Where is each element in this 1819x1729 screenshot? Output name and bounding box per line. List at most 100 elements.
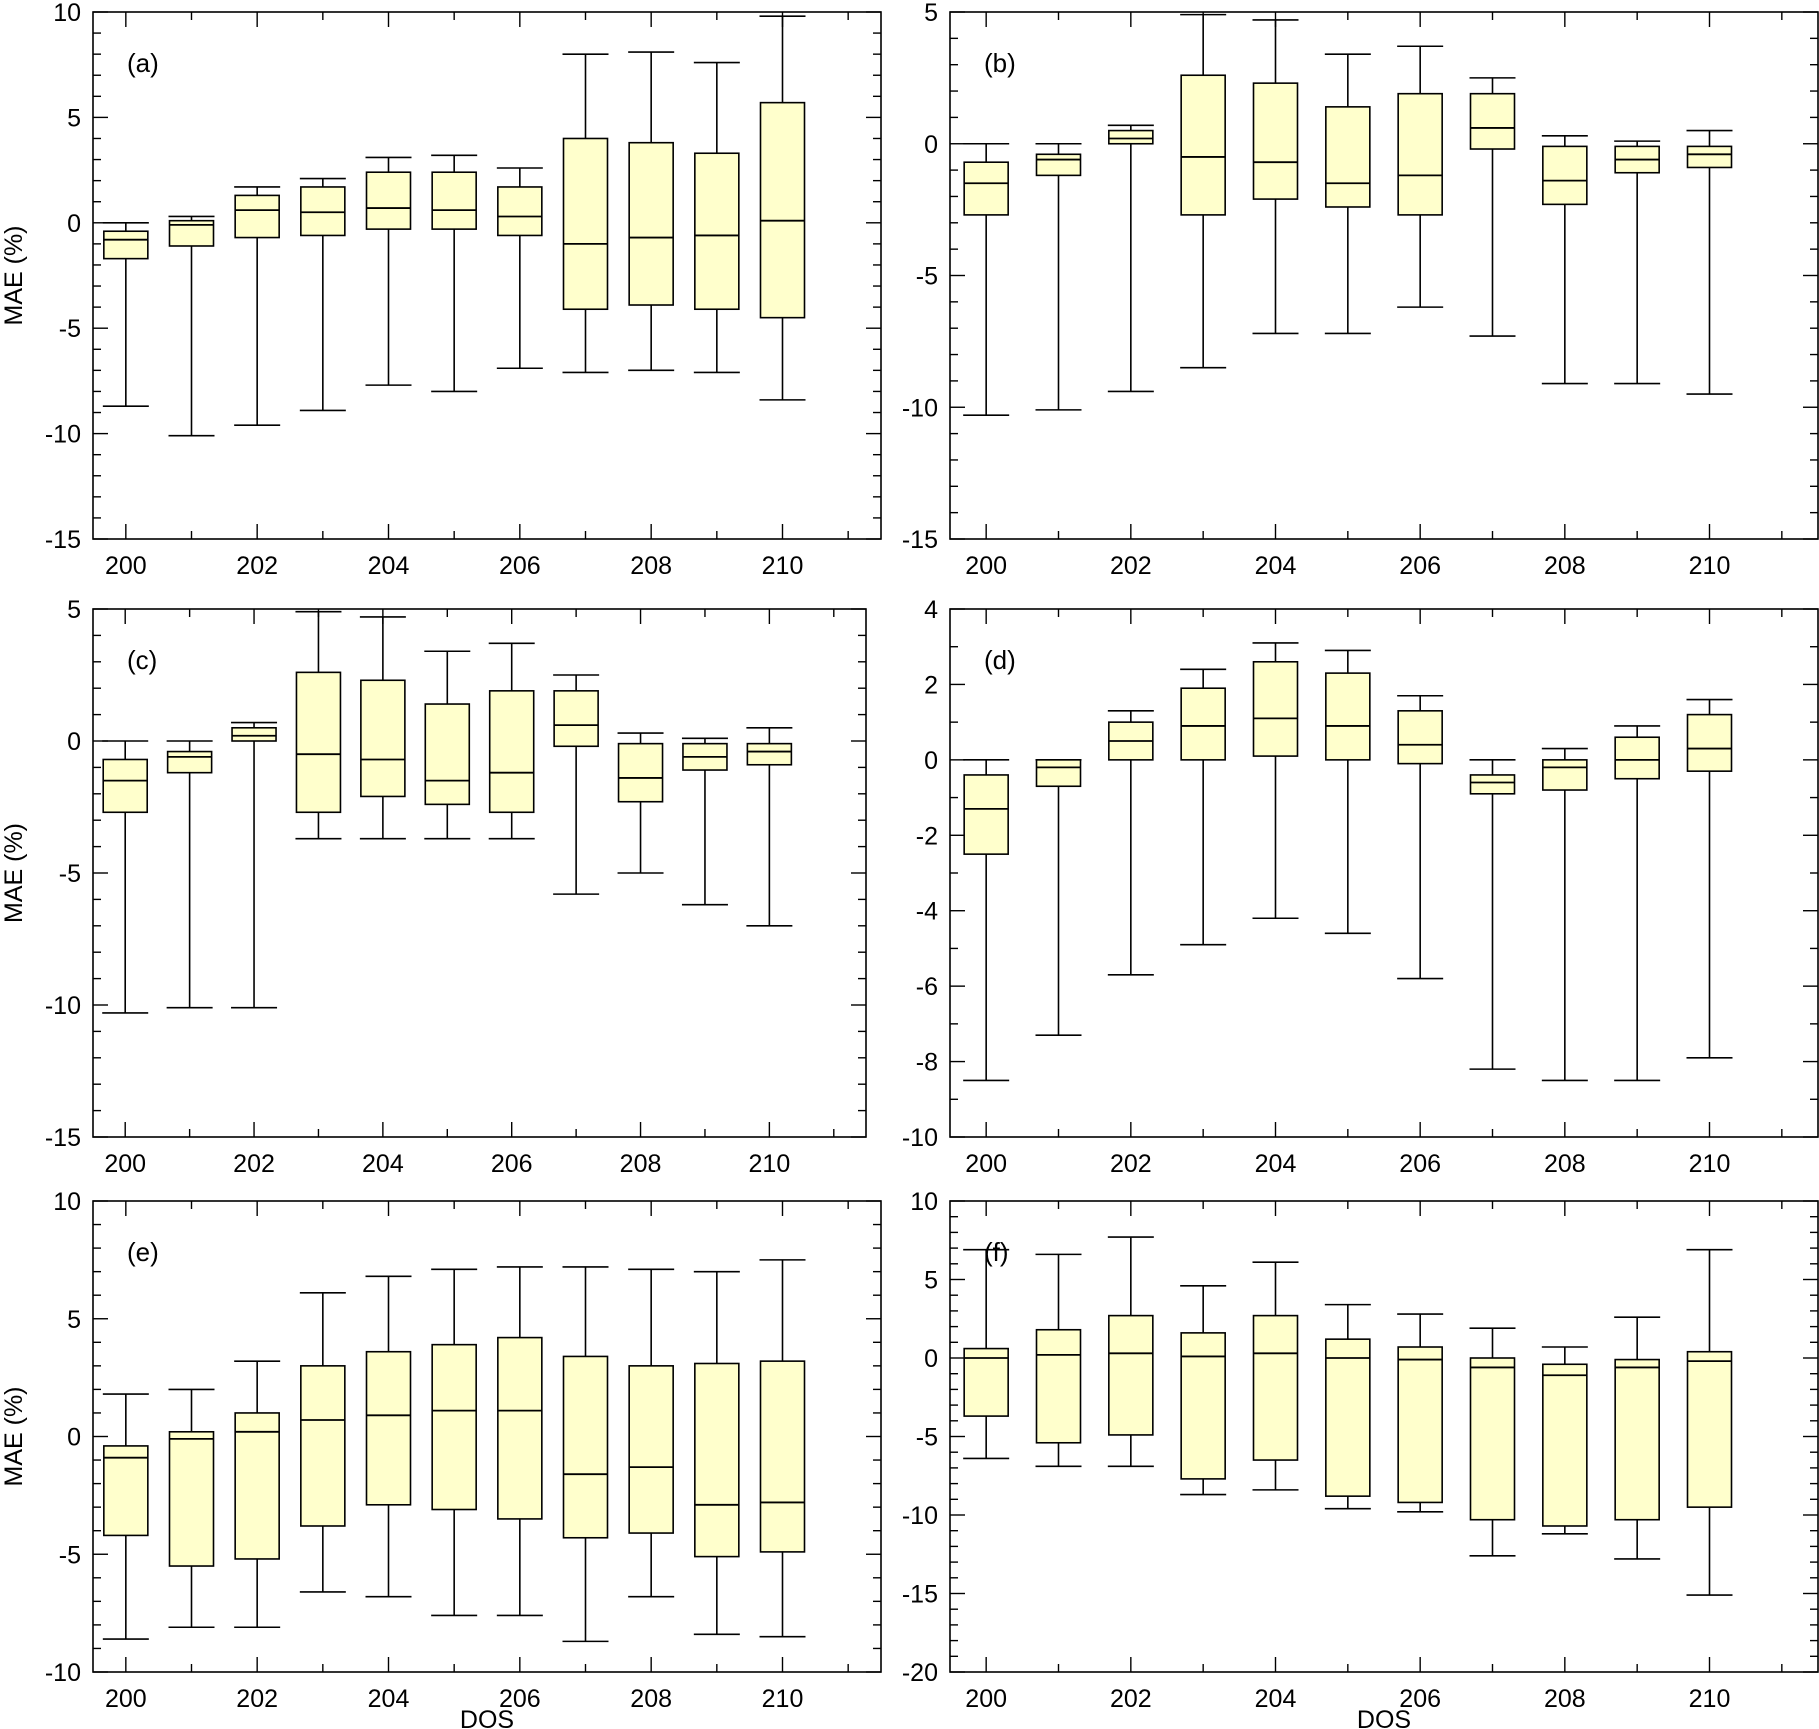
y-tick-label: -5: [916, 1424, 938, 1452]
x-tick-label: 210: [762, 1685, 804, 1713]
iqr-box: [1035, 759, 1082, 788]
box-208: [1541, 1346, 1588, 1535]
y-tick-label: 0: [924, 131, 938, 159]
iqr-box: [1252, 660, 1299, 757]
x-tick-label: 202: [1110, 1685, 1152, 1713]
box-200: [102, 222, 149, 407]
box-201: [166, 740, 213, 1009]
iqr-box: [103, 1445, 149, 1537]
x-tick-label: 204: [1255, 552, 1297, 580]
box-200: [102, 1393, 149, 1640]
plot-frame: [92, 11, 882, 540]
box-208: [628, 1268, 675, 1598]
x-tick-label: 206: [491, 1150, 533, 1178]
box-208: [617, 732, 664, 874]
y-tick-label: -10: [45, 992, 81, 1020]
x-tick-label: 204: [1255, 1685, 1297, 1713]
iqr-box: [103, 230, 149, 260]
iqr-box: [1180, 74, 1226, 216]
x-tick-label: 208: [1544, 552, 1586, 580]
iqr-box: [1108, 1314, 1154, 1436]
iqr-box: [1686, 145, 1733, 169]
box-210: [1686, 698, 1733, 1059]
box-209: [1614, 140, 1661, 385]
box-204: [365, 156, 412, 386]
x-axis-title: DOS: [1357, 1706, 1411, 1729]
iqr-box: [746, 742, 793, 766]
iqr-box: [963, 774, 1009, 855]
y-tick-label: 5: [924, 0, 938, 27]
box-202: [1107, 1236, 1154, 1468]
iqr-box: [963, 1347, 1009, 1417]
iqr-box: [365, 1350, 412, 1506]
box-210: [1686, 1248, 1733, 1596]
box-206: [488, 642, 535, 840]
y-axis-title: MAE (%): [0, 1387, 28, 1487]
iqr-box: [1397, 1346, 1443, 1504]
chart-panel-b: 200 202 204 206 208 210 -15 -10 -5 0 5 (b): [902, 0, 1819, 580]
y-tick-label: -15: [45, 526, 81, 554]
box-203: [1180, 668, 1227, 946]
iqr-box: [1325, 106, 1371, 208]
y-axis-title: MAE (%): [0, 823, 28, 923]
y-tick-label: 0: [67, 1424, 81, 1452]
iqr-box: [1252, 82, 1299, 200]
x-tick-label: 202: [236, 1685, 278, 1713]
y-tick-label: 5: [924, 1267, 938, 1295]
iqr-box: [1469, 92, 1516, 150]
box-209: [693, 1270, 740, 1636]
iqr-box: [617, 742, 664, 803]
chart-panel-c: 200 202 204 206 208 210 -15 -10 -5 0 5 MAE (%) (c): [0, 596, 867, 1178]
iqr-box: [1686, 713, 1733, 772]
x-tick-label: 210: [1689, 1150, 1731, 1178]
box-210: [759, 15, 806, 401]
box-206: [1397, 45, 1444, 308]
y-tick-label: 10: [910, 1188, 938, 1216]
x-tick-label: 202: [233, 1150, 275, 1178]
panel-label: (b): [984, 48, 1016, 78]
x-tick-label: 204: [1255, 1150, 1297, 1178]
box-208: [1541, 747, 1588, 1082]
box-206: [496, 1266, 543, 1617]
x-tick-label: 200: [965, 1685, 1007, 1713]
iqr-box: [562, 1355, 609, 1539]
x-tick-label: 206: [1399, 552, 1441, 580]
box-205: [1324, 1303, 1371, 1510]
box-203: [1180, 13, 1227, 369]
box-209: [693, 61, 740, 374]
box-203: [299, 1292, 346, 1593]
box-206: [1397, 694, 1444, 980]
iqr-box: [365, 171, 412, 230]
y-tick-label: -8: [916, 1049, 938, 1077]
iqr-box: [1108, 129, 1154, 145]
x-tick-label: 200: [105, 552, 147, 580]
box-201: [168, 1388, 215, 1629]
iqr-box: [431, 1343, 477, 1511]
x-tick-label: 206: [499, 552, 541, 580]
plot-frame: [949, 11, 1819, 540]
box-201: [1035, 142, 1082, 411]
iqr-box: [1325, 672, 1371, 761]
box-207: [1469, 1327, 1516, 1557]
box-202: [231, 721, 278, 1009]
x-tick-label: 200: [105, 1685, 147, 1713]
box-208: [1541, 135, 1588, 385]
y-tick-label: 5: [67, 104, 81, 132]
iqr-box: [488, 690, 535, 814]
panel-label: (a): [127, 48, 159, 78]
y-tick-label: -10: [902, 1502, 938, 1530]
box-209: [1614, 1316, 1661, 1560]
x-tick-label: 208: [630, 1685, 672, 1713]
iqr-box: [300, 186, 346, 237]
iqr-box: [431, 171, 477, 230]
x-tick-label: 210: [749, 1150, 791, 1178]
x-tick-label: 202: [1110, 552, 1152, 580]
panel-label: (d): [984, 645, 1016, 675]
panel-label: (c): [127, 645, 157, 675]
box-202: [1107, 124, 1154, 393]
x-tick-label: 206: [1399, 1150, 1441, 1178]
iqr-box: [1542, 1363, 1588, 1527]
x-tick-label: 200: [965, 552, 1007, 580]
x-tick-label: 206: [499, 1685, 541, 1713]
y-tick-label: -5: [59, 1541, 81, 1569]
